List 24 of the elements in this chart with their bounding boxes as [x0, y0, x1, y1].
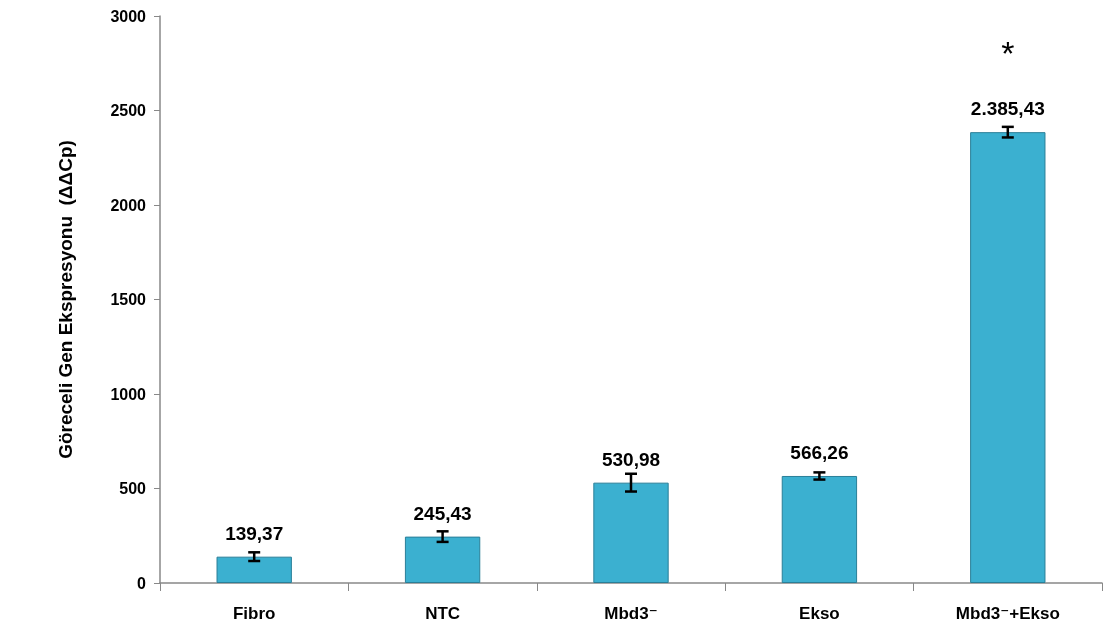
bar [216, 556, 292, 583]
x-tick-label: Fibro [232, 604, 276, 623]
data-label: 245,43 [413, 502, 472, 524]
y-tick-label: 0 [137, 574, 147, 592]
annotation: * [1001, 34, 1015, 73]
bar [404, 536, 481, 583]
x-tick-label: NTC [425, 604, 461, 623]
y-tick-label: 2000 [110, 196, 147, 214]
y-tick-label: 3000 [110, 7, 147, 25]
bar [970, 132, 1046, 583]
data-label: 139,37 [225, 522, 284, 544]
y-tick-label: 2500 [110, 102, 147, 119]
y-tick-label: 1000 [110, 385, 147, 403]
data-label: 2.385,43 [970, 98, 1045, 120]
bar [593, 482, 669, 583]
data-label: 566,26 [790, 441, 849, 463]
x-tick-label: Mbd3⁻ [604, 604, 658, 623]
y-tick-label: 1500 [110, 291, 147, 308]
x-tick-label: Ekso [799, 604, 840, 623]
y-tick-label: 500 [119, 480, 147, 497]
bar [781, 475, 858, 583]
data-label: 530,98 [601, 448, 661, 470]
x-tick-label: Mbd3⁻+Ekso [955, 604, 1060, 623]
y-axis-title: Göreceli Gen Ekspresyonu (ΔΔCp) [55, 140, 76, 459]
